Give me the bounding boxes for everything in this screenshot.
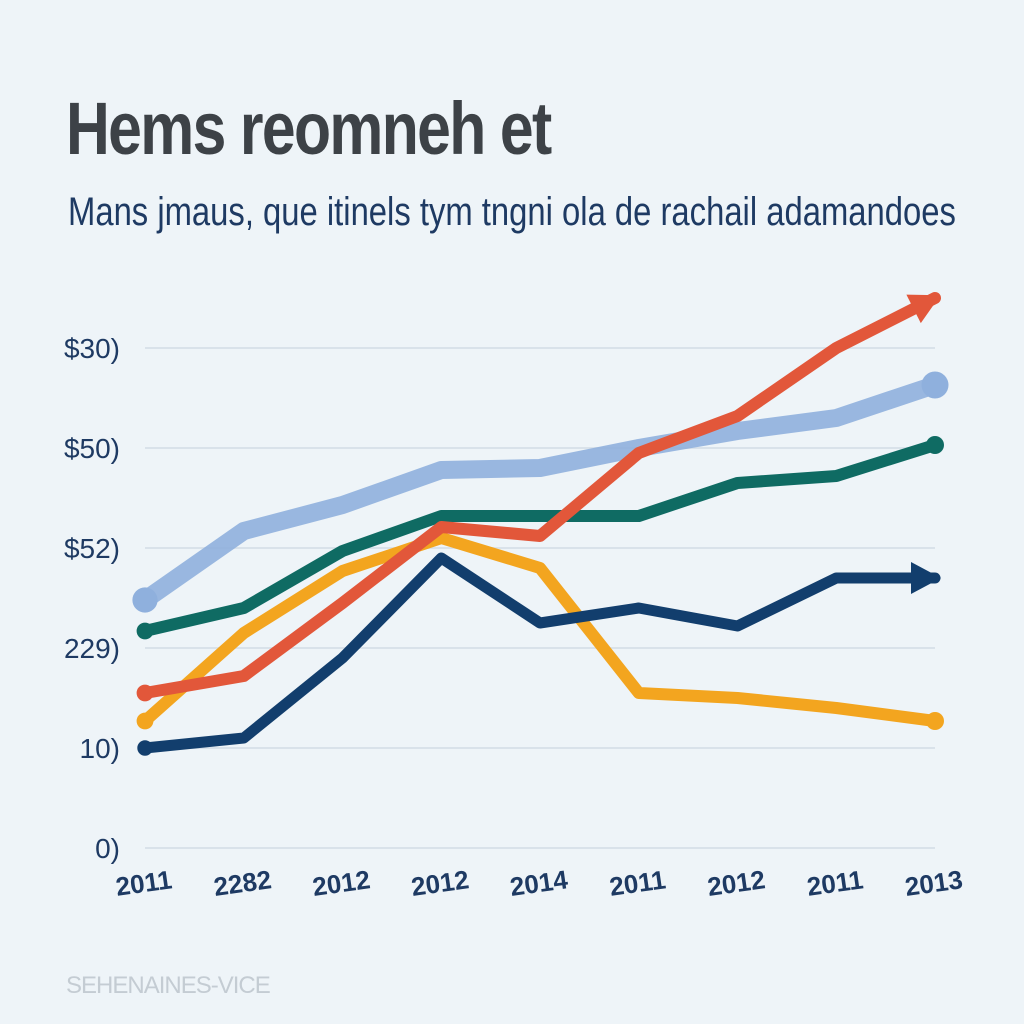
y-tick-label: $50) [64,433,120,464]
y-tick-label: 10) [80,733,120,764]
series-start-point [136,684,154,702]
y-tick-label: $52) [64,533,120,564]
x-tick-label: 2012 [706,864,767,902]
series-line [139,292,941,699]
series-line [139,439,941,637]
x-tick-label: 2012 [409,864,470,902]
series-end-point [921,371,949,399]
series-line [139,532,941,727]
series-line [139,552,941,754]
series-end-arrow [911,562,941,594]
chart-title: Hems reomneh et [66,87,552,170]
y-tick-label: 0) [95,833,120,864]
x-tick-label: 2011 [607,864,667,902]
x-tick-label: 2282 [212,864,273,902]
series-lines [132,292,949,756]
y-axis-ticks: $30) $50) $52) 229) 10) 0) [64,333,120,864]
series-start-point [137,740,153,756]
x-tick-label: 2012 [311,864,372,902]
series-end-arrow [906,294,941,324]
series-start-point [136,712,154,730]
x-axis-ticks: 2011 2282 2012 2012 2014 2011 2012 2011 2013 [114,864,965,902]
y-tick-label: 229) [64,633,120,664]
series-start-point [132,587,158,613]
y-tick-label: $30) [64,333,120,364]
chart-source: SEHENAINES-VICE [66,972,271,999]
series-end-point [926,712,944,730]
x-tick-label: 2011 [114,864,174,902]
grid-lines [145,347,935,849]
x-tick-label: 2013 [903,864,964,902]
chart-subtitle: Mans jmaus, que itinels tym tngni ola de… [68,190,956,234]
series-line [136,376,944,609]
series-end-point [926,436,944,454]
series-start-point [136,622,154,640]
x-tick-label: 2011 [805,864,865,902]
x-tick-label: 2014 [508,864,570,902]
